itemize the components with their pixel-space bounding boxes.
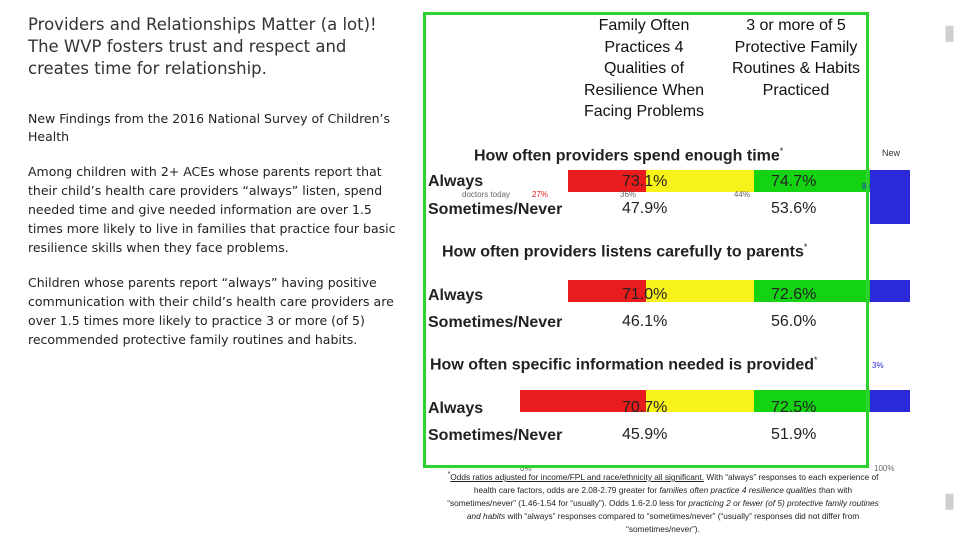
section-heading: How often providers listens carefully to… <box>442 242 808 261</box>
footnote-line-1: *Odds ratios adjusted for income/FPL and… <box>447 471 879 482</box>
footnote-line-3: “sometimes/never” (1.46-1.54 for “usuall… <box>447 497 879 508</box>
section-heading: How often specific information needed is… <box>430 355 818 374</box>
edge-mark-top: ▮ <box>944 22 956 44</box>
bg-bar-blue-1 <box>870 170 910 224</box>
footnote-line-4: and habits with “always” responses compa… <box>466 510 860 521</box>
col-header-resilience: Family Often Practices 4 Qualities of Re… <box>583 17 705 120</box>
value-resilience-sometimes: 47.9% <box>622 200 668 217</box>
bg-bar-green-2 <box>754 280 870 302</box>
edge-mark-bottom: ▮ <box>944 490 956 512</box>
row-label-always: Always <box>428 400 484 417</box>
row-label-sometimes-never: Sometimes/Never <box>428 201 563 218</box>
bg-pct-a: 27% <box>532 190 549 199</box>
bg-bar-green-1 <box>754 170 870 192</box>
bg-bar-yellow-1 <box>646 170 754 192</box>
col-header-routines: 3 or more of 5 Protective Family Routine… <box>731 17 861 99</box>
section-heading: How often providers spend enough time* <box>474 146 784 165</box>
bg-axis-100: 100% <box>874 464 895 473</box>
value-routines-always: 72.6% <box>771 286 817 303</box>
bg-pct-c: 44% <box>734 190 751 199</box>
value-resilience-sometimes: 45.9% <box>622 426 668 443</box>
table-header: Family Often Practices 4 Qualities of Re… <box>426 15 866 143</box>
left-text-panel: Providers and Relationships Matter (a lo… <box>28 14 400 365</box>
row-label-sometimes-never: Sometimes/Never <box>428 314 563 331</box>
value-routines-sometimes: 51.9% <box>771 426 817 443</box>
bg-label-new: New <box>882 148 901 158</box>
bg-bar-blue-3 <box>870 390 910 412</box>
bg-label-doctors: doctors today <box>462 190 511 199</box>
footnote-line-2: health care factors, odds are 2.08-2.79 … <box>473 484 853 495</box>
value-resilience-sometimes: 46.1% <box>622 313 668 330</box>
bg-bar-yellow-3 <box>646 390 754 412</box>
value-routines-always: 72.5% <box>771 399 817 416</box>
value-resilience-always: 71.0% <box>622 286 668 303</box>
slide-title: Providers and Relationships Matter (a lo… <box>28 15 377 78</box>
finding-paragraph-1: Among children with 2+ ACEs whose parent… <box>28 164 396 255</box>
findings-subheading: New Findings from the 2016 National Surv… <box>28 111 391 144</box>
value-routines-sometimes: 53.6% <box>771 200 817 217</box>
row-label-always: Always <box>428 173 484 190</box>
footnote-line-5: “sometimes/never”). <box>626 523 700 534</box>
value-resilience-always: 70.7% <box>622 399 668 416</box>
table-border <box>423 12 869 468</box>
value-resilience-always: 73.1% <box>622 173 668 190</box>
bg-bar-red-3 <box>520 390 646 412</box>
bg-bar-yellow-2 <box>646 280 754 302</box>
value-routines-sometimes: 56.0% <box>771 313 817 330</box>
bg-pct-b: 36% <box>620 190 637 199</box>
finding-paragraph-2: Children whose parents report “always” h… <box>28 275 394 347</box>
bg-bar-red-2 <box>568 280 646 302</box>
row-label-sometimes-never: Sometimes/Never <box>428 427 563 444</box>
row-label-always: Always <box>428 287 484 304</box>
bg-bar-red-1 <box>568 170 646 192</box>
bg-bar-blue-2 <box>870 280 910 302</box>
value-routines-always: 74.7% <box>771 173 817 190</box>
bg-bar-green-3 <box>754 390 870 412</box>
bg-axis-0: 0% <box>520 464 532 473</box>
footnote: *Odds ratios adjusted for income/FPL and… <box>426 468 900 536</box>
bg-pct-e: 3% <box>872 361 884 370</box>
